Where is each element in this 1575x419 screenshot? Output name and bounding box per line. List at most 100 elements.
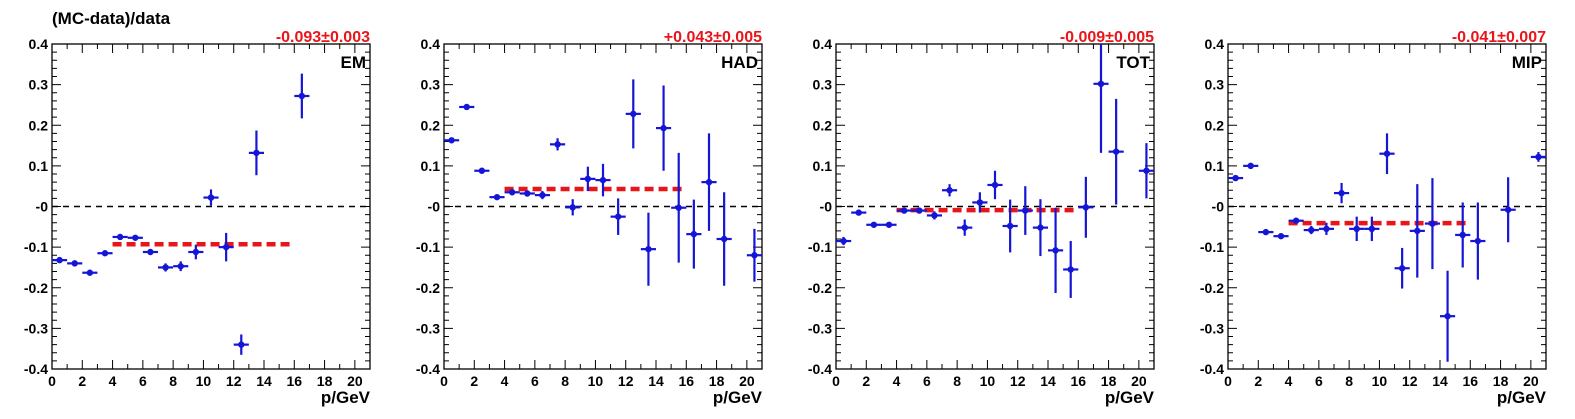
x-tick-label: 14 — [1040, 373, 1056, 389]
y-tick-label: -0.1 — [416, 239, 440, 255]
y-tick-label: 0.2 — [421, 117, 441, 133]
x-tick-label: 6 — [139, 373, 147, 389]
y-tick-label: 0.3 — [29, 77, 49, 93]
data-point — [554, 141, 561, 148]
data-point — [1022, 207, 1029, 214]
data-point — [1247, 162, 1254, 170]
y-tick-label: 0.1 — [813, 158, 833, 174]
fit-value-label: +0.043±0.005 — [664, 29, 762, 46]
x-tick-label: 16 — [286, 373, 302, 389]
data-point — [86, 269, 94, 276]
data-point — [192, 248, 200, 256]
y-tick-label: -0 — [820, 199, 833, 215]
y-tick-label: -0.3 — [24, 320, 48, 336]
data-point — [976, 199, 984, 206]
data-point — [1112, 148, 1120, 155]
y-tick-label: -0 — [428, 199, 441, 215]
data-point — [132, 234, 139, 241]
x-axis-title: p/GeV — [1497, 388, 1547, 407]
data-point — [855, 209, 862, 216]
data-point — [1383, 150, 1391, 157]
x-tick-label: 4 — [109, 373, 117, 389]
y-tick-label: 0.1 — [1205, 158, 1225, 174]
y-tick-label: -0.4 — [24, 361, 48, 377]
data-point — [1097, 80, 1105, 88]
data-point — [1277, 232, 1285, 240]
x-tick-label: 12 — [1010, 373, 1026, 389]
x-tick-label: 4 — [1285, 373, 1293, 389]
data-point — [478, 167, 486, 174]
x-tick-label: 14 — [1432, 373, 1448, 389]
x-tick-label: 18 — [317, 373, 333, 389]
data-point — [56, 256, 63, 264]
data-point — [539, 191, 546, 199]
data-point — [569, 204, 576, 211]
y-tick-label: -0.1 — [24, 239, 48, 255]
x-tick-label: 0 — [48, 373, 56, 389]
y-tick-label: 0.3 — [421, 77, 441, 93]
panel-label: MIP — [1512, 53, 1542, 72]
x-tick-label: 2 — [1254, 373, 1262, 389]
panel-label: TOT — [1116, 53, 1150, 72]
data-point — [660, 124, 667, 132]
data-point — [720, 235, 728, 243]
x-tick-label: 0 — [440, 373, 448, 389]
panel-had: -0.4 -0.3 -0.2 -0.1 -0 0.1 0.2 0.3 0.4 0 2 4 6 8 10 12 1… — [416, 29, 763, 407]
x-tick-label: 16 — [1462, 373, 1478, 389]
panel-em: -0.4 -0.3 -0.2 -0.1 -0 0.1 0.2 0.3 0.4 0 2 4 6 8 10 12 1… — [24, 29, 371, 407]
data-point — [675, 204, 682, 211]
x-tick-label: 2 — [78, 373, 86, 389]
y-tick-label: -0.1 — [1200, 239, 1224, 255]
y-axis-title: (MC-data)/data — [52, 9, 171, 28]
x-tick-label: 4 — [893, 373, 901, 389]
panel-label: HAD — [721, 53, 758, 72]
data-point — [1067, 266, 1074, 273]
x-tick-label: 0 — [832, 373, 840, 389]
x-tick-label: 2 — [470, 373, 478, 389]
x-tick-label: 20 — [1131, 373, 1147, 389]
data-point — [71, 260, 78, 267]
x-tick-label: 14 — [256, 373, 272, 389]
y-tick-label: -0 — [1212, 199, 1225, 215]
y-tick-label: -0.3 — [416, 320, 440, 336]
data-point — [1338, 189, 1345, 197]
y-tick-label: 0.2 — [29, 117, 49, 133]
data-point — [493, 193, 501, 201]
y-tick-label: 0.1 — [421, 158, 441, 174]
x-tick-label: 10 — [588, 373, 604, 389]
data-point — [177, 263, 184, 270]
data-point — [448, 137, 455, 144]
data-point — [1308, 226, 1315, 234]
x-axis-title: p/GeV — [321, 388, 371, 407]
x-tick-label: 12 — [226, 373, 242, 389]
data-point — [1474, 237, 1482, 245]
data-point — [946, 187, 953, 194]
data-point — [162, 264, 169, 271]
data-point — [630, 110, 637, 118]
data-point — [885, 221, 893, 228]
data-point — [1037, 224, 1044, 231]
x-tick-label: 12 — [1402, 373, 1418, 389]
data-point — [1006, 222, 1014, 230]
panel-label: EM — [341, 53, 367, 72]
data-point — [1052, 247, 1059, 254]
x-tick-label: 18 — [1493, 373, 1509, 389]
data-point — [1082, 204, 1090, 211]
data-point — [1323, 225, 1330, 233]
y-tick-label: 0.1 — [29, 158, 49, 174]
data-point — [222, 243, 230, 251]
data-point — [931, 212, 938, 219]
x-tick-label: 10 — [1372, 373, 1388, 389]
data-point — [614, 213, 622, 220]
data-point — [524, 190, 531, 197]
data-point — [298, 92, 306, 100]
x-tick-label: 2 — [862, 373, 870, 389]
x-tick-label: 6 — [531, 373, 539, 389]
x-tick-label: 12 — [618, 373, 634, 389]
data-point — [207, 194, 215, 201]
data-point — [1535, 153, 1542, 161]
data-point — [751, 252, 758, 259]
y-tick-label: -0.1 — [808, 239, 832, 255]
y-tick-label: -0.4 — [808, 361, 832, 377]
